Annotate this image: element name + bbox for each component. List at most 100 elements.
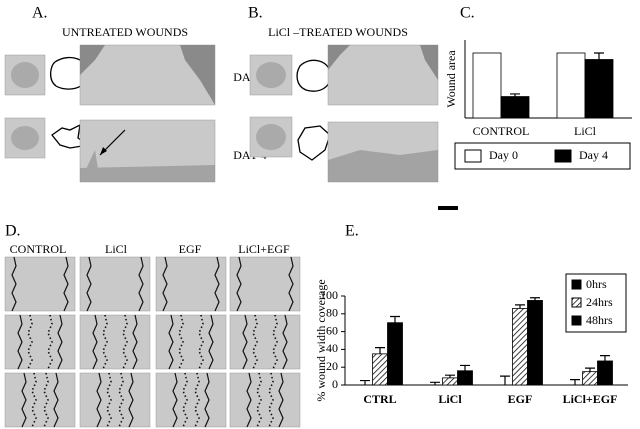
wound-front: [27, 314, 33, 370]
photo: [4, 314, 76, 370]
x-tick-label: CTRL: [363, 392, 396, 406]
bar: [584, 59, 614, 119]
wound-edge: [17, 314, 23, 370]
wound-edge: [214, 256, 220, 312]
legend-label: Day 4: [579, 148, 608, 162]
column-label: LiCl: [105, 242, 128, 256]
photo: [229, 256, 301, 312]
legend-box: [454, 142, 631, 170]
error-bar: [530, 297, 540, 301]
wound-edge: [11, 256, 17, 312]
legend-box: [565, 273, 627, 333]
photo: [4, 372, 76, 428]
legend-swatch: [571, 315, 582, 326]
legend-swatch: [571, 297, 582, 308]
bar: [527, 300, 543, 386]
wound-front: [268, 372, 274, 428]
panel-label: B.: [248, 5, 263, 22]
wound-edge: [168, 314, 174, 370]
photo: [79, 372, 151, 428]
wound-front: [118, 372, 124, 428]
y-tick-label: 20: [326, 359, 338, 373]
error-bar: [390, 315, 400, 323]
photo: [229, 314, 301, 370]
legend-label: 24hrs: [586, 295, 613, 309]
bar: [472, 52, 502, 119]
photo: [155, 256, 227, 312]
panel-title: UNTREATED WOUNDS: [62, 25, 188, 39]
wound-edge: [162, 256, 168, 312]
wound-edge: [57, 314, 63, 370]
wound-front: [102, 314, 108, 370]
panel-title: LiCl –TREATED WOUNDS: [268, 25, 408, 39]
photo: [79, 314, 151, 370]
error-bar: [445, 374, 455, 378]
wound-edge: [53, 372, 59, 428]
wound-edge: [63, 256, 69, 312]
wound-edge: [172, 372, 178, 428]
x-tick-label: LiCl: [438, 392, 462, 406]
x-tick-label: LiCl+EGF: [563, 392, 618, 406]
error-bar: [600, 355, 610, 361]
wound-front: [106, 372, 112, 428]
wound-front: [31, 372, 37, 428]
legend-swatch: [464, 149, 482, 163]
y-tick-label: 0: [332, 377, 338, 391]
wound-front: [198, 314, 204, 370]
photo: [79, 256, 151, 312]
wound-edge: [208, 314, 214, 370]
x-tick-label: EGF: [508, 392, 533, 406]
bar: [500, 96, 530, 119]
error-bar: [430, 381, 440, 385]
legend-swatch: [554, 149, 572, 163]
wound-edge: [128, 372, 134, 428]
column-label: CONTROL: [10, 242, 67, 256]
y-tick-label: 80: [326, 306, 338, 320]
wound-edge: [138, 256, 144, 312]
y-axis-label: Wound area: [444, 50, 458, 108]
photo: [4, 256, 76, 312]
wound-front: [256, 372, 262, 428]
bar: [457, 370, 473, 386]
panel-label: A.: [32, 5, 48, 22]
wound-edge: [246, 372, 252, 428]
wound-front: [43, 372, 49, 428]
error-bar: [375, 347, 385, 354]
bar: [387, 322, 403, 386]
column-label: LiCl+EGF: [238, 242, 290, 256]
wound-edge: [92, 314, 98, 370]
bar: [372, 353, 388, 386]
legend-label: 0hrs: [586, 277, 607, 291]
bar: [512, 308, 528, 386]
error-bar: [500, 375, 510, 385]
bar: [556, 52, 586, 119]
wound-front: [122, 314, 128, 370]
wound-front: [194, 372, 200, 428]
error-bar: [510, 93, 520, 97]
wound-edge: [132, 314, 138, 370]
wound-front: [272, 314, 278, 370]
error-bar: [360, 379, 370, 385]
wound-front: [47, 314, 53, 370]
column-label: EGF: [179, 242, 202, 256]
wound-edge: [288, 256, 294, 312]
bar: [582, 371, 598, 386]
wound-front: [182, 372, 188, 428]
wound-front: [178, 314, 184, 370]
bar: [597, 360, 613, 386]
photo: [229, 372, 301, 428]
panel-label: E.: [345, 223, 359, 240]
error-bar: [460, 364, 470, 371]
legend-swatch: [571, 279, 582, 290]
wound-edge: [21, 372, 27, 428]
y-axis-label: % wound width coverage: [314, 279, 328, 401]
photo: [155, 314, 227, 370]
y-tick-label: 100: [320, 288, 338, 302]
error-bar: [585, 367, 595, 372]
y-tick-label: 40: [326, 341, 338, 355]
wound-edge: [278, 372, 284, 428]
wound-edge: [204, 372, 210, 428]
photo: [155, 372, 227, 428]
error-bar: [515, 304, 525, 309]
